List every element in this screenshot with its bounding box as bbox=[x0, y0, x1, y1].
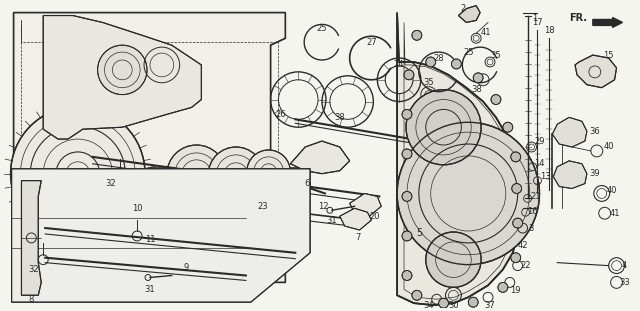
Circle shape bbox=[412, 290, 422, 300]
Circle shape bbox=[11, 106, 145, 241]
Circle shape bbox=[426, 232, 481, 287]
Text: 29: 29 bbox=[534, 137, 545, 146]
Polygon shape bbox=[340, 208, 371, 230]
Text: 40: 40 bbox=[604, 142, 614, 151]
Text: 6: 6 bbox=[305, 179, 310, 188]
Text: 23: 23 bbox=[257, 202, 268, 211]
Text: 42: 42 bbox=[517, 241, 528, 250]
Polygon shape bbox=[552, 117, 587, 147]
Text: 14: 14 bbox=[534, 159, 545, 168]
Text: 17: 17 bbox=[532, 18, 543, 27]
Circle shape bbox=[491, 95, 501, 104]
Circle shape bbox=[451, 59, 461, 69]
Polygon shape bbox=[554, 161, 587, 188]
Text: 26: 26 bbox=[275, 110, 286, 119]
Polygon shape bbox=[397, 12, 520, 305]
Text: 35: 35 bbox=[424, 78, 434, 87]
Circle shape bbox=[468, 297, 478, 307]
Text: 12: 12 bbox=[317, 202, 328, 211]
Circle shape bbox=[97, 45, 147, 95]
Text: 8: 8 bbox=[29, 295, 34, 304]
Circle shape bbox=[402, 109, 412, 119]
Circle shape bbox=[208, 147, 264, 202]
Text: 35: 35 bbox=[491, 51, 501, 60]
Text: 10: 10 bbox=[132, 204, 142, 213]
Text: 37: 37 bbox=[484, 301, 495, 310]
Text: 41: 41 bbox=[609, 209, 620, 218]
Text: 21: 21 bbox=[531, 192, 541, 201]
Text: 25: 25 bbox=[317, 24, 327, 33]
Circle shape bbox=[498, 282, 508, 292]
FancyArrow shape bbox=[593, 17, 623, 27]
Text: 31: 31 bbox=[326, 216, 337, 225]
Text: 24: 24 bbox=[394, 60, 404, 69]
Text: 16: 16 bbox=[527, 207, 538, 216]
Text: 38: 38 bbox=[471, 85, 481, 94]
Circle shape bbox=[406, 90, 481, 165]
Text: 4: 4 bbox=[622, 261, 627, 270]
Circle shape bbox=[438, 298, 449, 308]
Text: 25: 25 bbox=[463, 48, 474, 57]
Circle shape bbox=[402, 149, 412, 159]
Text: 20: 20 bbox=[369, 212, 380, 221]
Circle shape bbox=[402, 231, 412, 241]
Polygon shape bbox=[13, 12, 285, 292]
Polygon shape bbox=[22, 181, 41, 295]
Circle shape bbox=[513, 218, 523, 228]
Text: 13: 13 bbox=[540, 172, 550, 181]
Circle shape bbox=[426, 57, 436, 67]
Text: 32: 32 bbox=[105, 179, 116, 188]
Polygon shape bbox=[575, 55, 616, 88]
Polygon shape bbox=[44, 16, 202, 139]
Circle shape bbox=[404, 70, 414, 80]
Polygon shape bbox=[458, 6, 480, 22]
Text: FR.: FR. bbox=[569, 13, 587, 24]
Text: 7: 7 bbox=[355, 234, 360, 243]
Text: 41: 41 bbox=[481, 28, 492, 37]
Circle shape bbox=[167, 145, 226, 204]
Text: 31: 31 bbox=[145, 285, 156, 294]
Text: 18: 18 bbox=[544, 26, 555, 35]
Polygon shape bbox=[122, 167, 172, 200]
Text: 40: 40 bbox=[606, 186, 617, 195]
Circle shape bbox=[511, 152, 521, 162]
Text: 27: 27 bbox=[366, 38, 377, 47]
Text: 11: 11 bbox=[145, 235, 156, 244]
Circle shape bbox=[473, 73, 483, 83]
Text: 28: 28 bbox=[433, 53, 444, 63]
Text: 5: 5 bbox=[416, 228, 422, 238]
Text: 15: 15 bbox=[604, 51, 614, 60]
Text: 39: 39 bbox=[589, 169, 600, 178]
Text: 2: 2 bbox=[461, 4, 466, 13]
Text: 33: 33 bbox=[619, 278, 630, 287]
Circle shape bbox=[402, 192, 412, 201]
Text: 1: 1 bbox=[532, 14, 538, 23]
Circle shape bbox=[512, 183, 522, 193]
Text: 22: 22 bbox=[520, 261, 531, 270]
Text: 38: 38 bbox=[334, 113, 345, 122]
Text: 9: 9 bbox=[184, 263, 189, 272]
Circle shape bbox=[511, 253, 521, 263]
Circle shape bbox=[503, 122, 513, 132]
Text: 36: 36 bbox=[589, 127, 600, 136]
Text: 34: 34 bbox=[424, 301, 434, 310]
Text: 30: 30 bbox=[448, 301, 459, 310]
Circle shape bbox=[247, 150, 291, 193]
Polygon shape bbox=[349, 193, 381, 216]
Circle shape bbox=[402, 271, 412, 281]
Text: 32: 32 bbox=[28, 265, 38, 274]
Text: 19: 19 bbox=[511, 286, 521, 295]
Circle shape bbox=[397, 122, 540, 265]
Circle shape bbox=[412, 30, 422, 40]
Polygon shape bbox=[12, 169, 310, 302]
Text: 3: 3 bbox=[528, 224, 533, 233]
Polygon shape bbox=[291, 141, 349, 174]
